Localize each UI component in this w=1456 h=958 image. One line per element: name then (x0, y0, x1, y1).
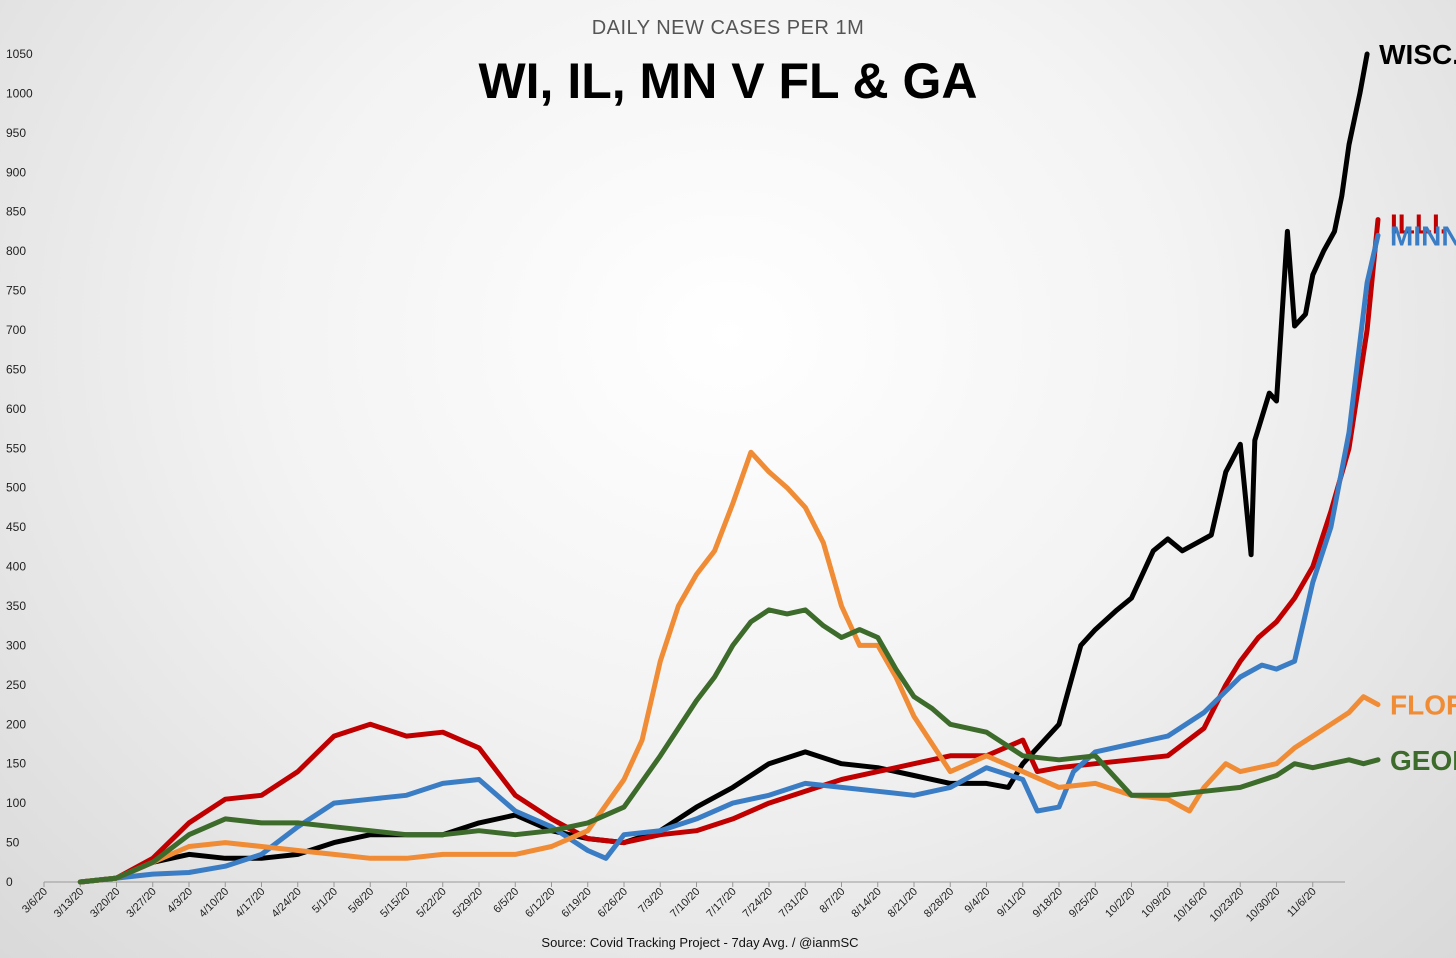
y-tick-label: 100 (6, 796, 26, 810)
x-tick-label: 3/6/20 (20, 886, 50, 916)
y-tick-label: 550 (6, 441, 26, 455)
x-tick-label: 5/8/20 (346, 886, 376, 916)
y-tick-label: 300 (6, 638, 26, 652)
x-tick-label: 7/24/20 (741, 886, 775, 920)
series-line-flor (77, 449, 1381, 885)
x-tick-label: 4/17/20 (233, 886, 267, 920)
x-tick-label: 5/1/20 (310, 886, 340, 916)
series-labels: WISC. ILLI.MINN. FLOR. GEOR. (1379, 39, 1456, 776)
y-tick-label: 0 (6, 875, 13, 889)
x-tick-label: 3/27/20 (124, 886, 158, 920)
y-tick-label: 600 (6, 402, 26, 416)
x-tick-label: 5/22/20 (414, 886, 448, 920)
series-line-wisc (77, 51, 1370, 885)
y-tick-label: 750 (6, 284, 26, 298)
x-tick-label: 3/13/20 (52, 886, 86, 920)
x-tick-label: 4/10/20 (197, 886, 231, 920)
x-tick-label: 5/15/20 (378, 886, 412, 920)
series-label-geor: GEOR. (1390, 745, 1456, 776)
y-tick-label: 150 (6, 757, 26, 771)
x-tick-label: 10/23/20 (1208, 886, 1247, 925)
y-tick-label: 900 (6, 165, 26, 179)
x-tick-label: 6/12/20 (523, 886, 557, 920)
series-line-minn (77, 232, 1381, 885)
y-axis: 0 50 100 150 200 250 300 350 400 450 500 550 600 650 7… (6, 47, 33, 889)
y-tick-label: 700 (6, 323, 26, 337)
x-tick-label: 8/21/20 (886, 886, 920, 920)
x-tick-label: 6/19/20 (559, 886, 593, 920)
x-tick-label: 8/28/20 (922, 886, 956, 920)
series-label-illi: ILLI. (1390, 209, 1448, 240)
x-tick-label: 5/29/20 (451, 886, 485, 920)
x-tick-label: 10/9/20 (1139, 886, 1173, 920)
y-tick-label: 50 (6, 836, 20, 850)
series-label-wisc: WISC. (1379, 39, 1456, 70)
y-tick-label: 850 (6, 205, 26, 219)
y-tick-label: 400 (6, 560, 26, 574)
x-tick-label: 7/3/20 (636, 886, 666, 916)
x-tick-label: 8/7/20 (818, 886, 848, 916)
y-tick-label: 500 (6, 481, 26, 495)
x-tick-label: 9/4/20 (963, 886, 993, 916)
x-tick-label: 4/3/20 (165, 886, 195, 916)
x-tick-label: 10/2/20 (1103, 886, 1137, 920)
x-tick-label: 8/14/20 (849, 886, 883, 920)
x-tick-label: 6/26/20 (596, 886, 630, 920)
x-tick-label: 10/30/20 (1244, 886, 1283, 925)
source-note: Source: Covid Tracking Project - 7day Av… (541, 935, 858, 950)
series-line-illi (77, 217, 1381, 885)
x-axis: 3/6/20 3/13/20 3/20/20 3/27/20 4/3/20 4/10/20… (20, 882, 1319, 924)
y-tick-label: 350 (6, 599, 26, 613)
y-tick-label: 650 (6, 362, 26, 376)
chart-title: WI, IL, MN V FL & GA (478, 53, 977, 109)
x-tick-label: 9/11/20 (995, 886, 1029, 920)
x-tick-label: 7/31/20 (777, 886, 811, 920)
x-tick-label: 7/10/20 (668, 886, 702, 920)
series-line-geor (77, 607, 1381, 885)
x-tick-label: 9/18/20 (1031, 886, 1065, 920)
x-tick-label: 10/16/20 (1171, 886, 1210, 925)
chart-subtitle: DAILY NEW CASES PER 1M (592, 17, 865, 39)
y-tick-label: 450 (6, 520, 26, 534)
series-label-flor: FLOR. (1390, 690, 1456, 721)
y-tick-label: 1000 (6, 86, 33, 100)
x-tick-label: 3/20/20 (88, 886, 122, 920)
y-tick-label: 1050 (6, 47, 33, 61)
x-tick-label: 11/6/20 (1285, 886, 1319, 920)
series-label-minn: MINN. (1390, 220, 1456, 251)
y-tick-label: 800 (6, 244, 26, 258)
x-tick-label: 6/5/20 (491, 886, 521, 916)
y-tick-label: 950 (6, 126, 26, 140)
x-tick-label: 7/17/20 (704, 886, 738, 920)
y-tick-label: 250 (6, 678, 26, 692)
series-lines (77, 51, 1381, 885)
x-tick-label: 4/24/20 (269, 886, 303, 920)
x-tick-label: 9/25/20 (1067, 886, 1101, 920)
y-tick-label: 200 (6, 717, 26, 731)
